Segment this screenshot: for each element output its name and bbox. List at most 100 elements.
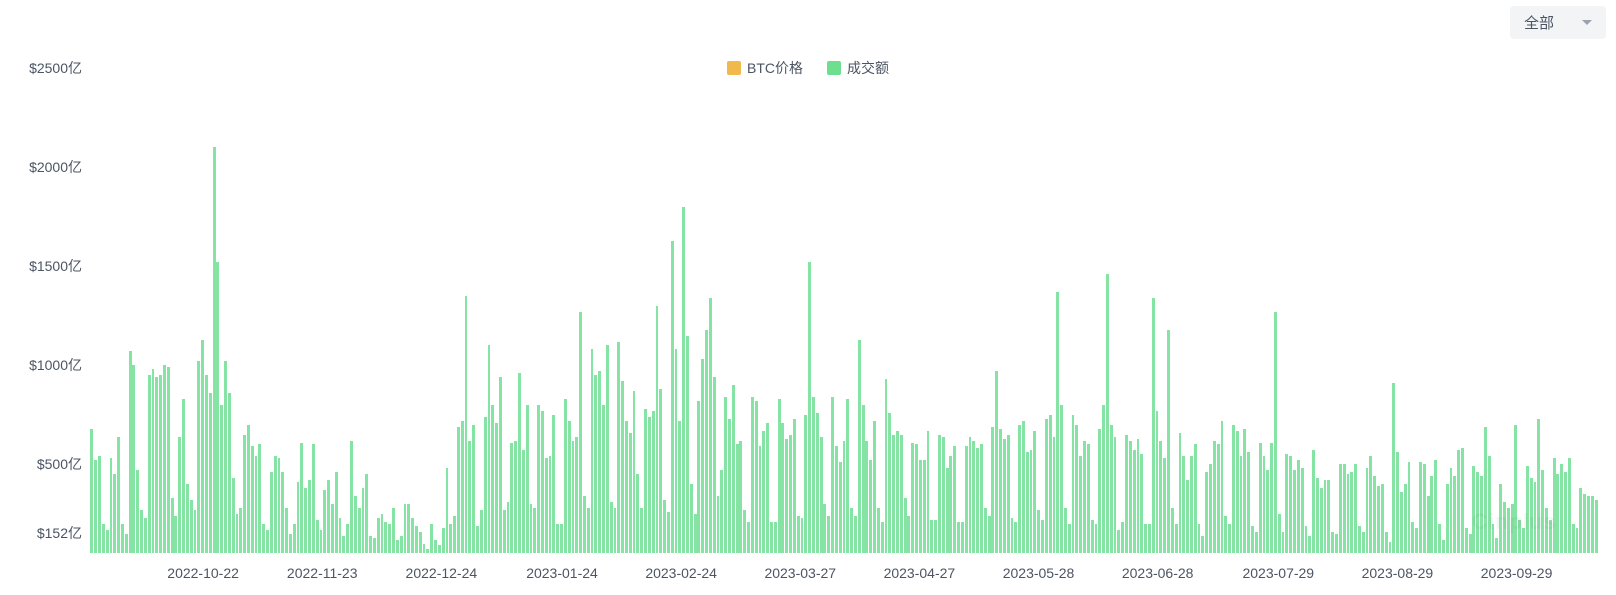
chart-bar[interactable] (1305, 526, 1308, 553)
chart-bar[interactable] (522, 450, 525, 553)
chart-bar[interactable] (251, 446, 254, 553)
chart-bar[interactable] (617, 342, 620, 554)
chart-bar[interactable] (186, 484, 189, 553)
chart-bar[interactable] (1572, 524, 1575, 553)
chart-bar[interactable] (900, 435, 903, 553)
chart-bar[interactable] (213, 147, 216, 553)
chart-bar[interactable] (1308, 536, 1311, 553)
chart-bar[interactable] (598, 371, 601, 553)
chart-bar[interactable] (1003, 439, 1006, 553)
chart-bar[interactable] (174, 516, 177, 553)
chart-bar[interactable] (1030, 450, 1033, 553)
chart-bar[interactable] (255, 456, 258, 553)
chart-bar[interactable] (1453, 476, 1456, 553)
chart-bar[interactable] (846, 399, 849, 553)
chart-bar[interactable] (831, 397, 834, 553)
chart-bar[interactable] (384, 522, 387, 553)
chart-bar[interactable] (388, 524, 391, 553)
chart-bar[interactable] (659, 389, 662, 553)
chart-bar[interactable] (823, 504, 826, 553)
chart-bar[interactable] (545, 458, 548, 553)
chart-bar[interactable] (587, 508, 590, 553)
chart-bar[interactable] (339, 518, 342, 553)
chart-bar[interactable] (1312, 450, 1315, 553)
chart-bar[interactable] (697, 401, 700, 553)
chart-bar[interactable] (1102, 405, 1105, 553)
chart-bar[interactable] (194, 510, 197, 553)
chart-bar[interactable] (1060, 405, 1063, 553)
chart-bar[interactable] (690, 484, 693, 553)
chart-bar[interactable] (705, 330, 708, 553)
chart-bar[interactable] (812, 397, 815, 553)
chart-bar[interactable] (140, 510, 143, 553)
chart-bar[interactable] (865, 441, 868, 553)
chart-bar[interactable] (1098, 429, 1101, 553)
chart-bar[interactable] (1213, 441, 1216, 553)
chart-bar[interactable] (220, 405, 223, 553)
chart-bar[interactable] (1140, 454, 1143, 553)
chart-bar[interactable] (1148, 524, 1151, 553)
chart-bar[interactable] (373, 538, 376, 553)
chart-bar[interactable] (1537, 419, 1540, 553)
chart-bar[interactable] (491, 405, 494, 553)
chart-bar[interactable] (1026, 452, 1029, 553)
chart-bar[interactable] (579, 312, 582, 553)
chart-bar[interactable] (1396, 452, 1399, 553)
chart-bar[interactable] (90, 429, 93, 553)
chart-bar[interactable] (995, 371, 998, 553)
chart-bar[interactable] (911, 443, 914, 554)
chart-bar[interactable] (701, 359, 704, 553)
chart-bar[interactable] (686, 336, 689, 553)
chart-bar[interactable] (1259, 443, 1262, 554)
chart-bar[interactable] (843, 441, 846, 553)
chart-bar[interactable] (1350, 472, 1353, 553)
chart-bar[interactable] (1056, 292, 1059, 553)
chart-bar[interactable] (404, 504, 407, 553)
chart-bar[interactable] (297, 482, 300, 553)
chart-bar[interactable] (1079, 456, 1082, 553)
chart-bar[interactable] (1389, 542, 1392, 553)
chart-bar[interactable] (1442, 540, 1445, 553)
chart-bar[interactable] (606, 345, 609, 553)
chart-bar[interactable] (934, 520, 937, 553)
chart-bar[interactable] (1362, 532, 1365, 553)
chart-bar[interactable] (258, 444, 261, 553)
chart-bar[interactable] (1263, 456, 1266, 553)
chart-bar[interactable] (743, 510, 746, 553)
chart-bar[interactable] (465, 296, 468, 553)
chart-bar[interactable] (1526, 466, 1529, 553)
chart-bar[interactable] (961, 522, 964, 553)
chart-bar[interactable] (1472, 466, 1475, 553)
chart-bar[interactable] (1301, 468, 1304, 553)
chart-bar[interactable] (224, 361, 227, 553)
chart-bar[interactable] (411, 518, 414, 553)
chart-bar[interactable] (556, 524, 559, 553)
chart-bar[interactable] (942, 437, 945, 553)
chart-bar[interactable] (770, 522, 773, 553)
chart-bar[interactable] (1144, 524, 1147, 553)
chart-bar[interactable] (94, 460, 97, 553)
chart-bar[interactable] (530, 504, 533, 553)
chart-bar[interactable] (633, 391, 636, 553)
chart-bar[interactable] (102, 524, 105, 553)
chart-bar[interactable] (816, 413, 819, 553)
chart-bar[interactable] (1198, 524, 1201, 553)
chart-bar[interactable] (1011, 518, 1014, 553)
chart-bar[interactable] (656, 306, 659, 553)
chart-bar[interactable] (331, 504, 334, 553)
chart-bar[interactable] (320, 530, 323, 553)
chart-bar[interactable] (1125, 435, 1128, 553)
chart-bar[interactable] (197, 361, 200, 553)
chart-bar[interactable] (518, 373, 521, 553)
chart-bar[interactable] (1324, 480, 1327, 553)
chart-bar[interactable] (442, 528, 445, 553)
chart-bar[interactable] (304, 488, 307, 553)
chart-bar[interactable] (278, 458, 281, 553)
chart-bar[interactable] (720, 470, 723, 553)
chart-bar[interactable] (629, 433, 632, 553)
chart-bar[interactable] (468, 441, 471, 553)
chart-bar[interactable] (1232, 425, 1235, 553)
chart-bar[interactable] (850, 508, 853, 553)
chart-bar[interactable] (159, 375, 162, 553)
chart-bar[interactable] (396, 540, 399, 553)
